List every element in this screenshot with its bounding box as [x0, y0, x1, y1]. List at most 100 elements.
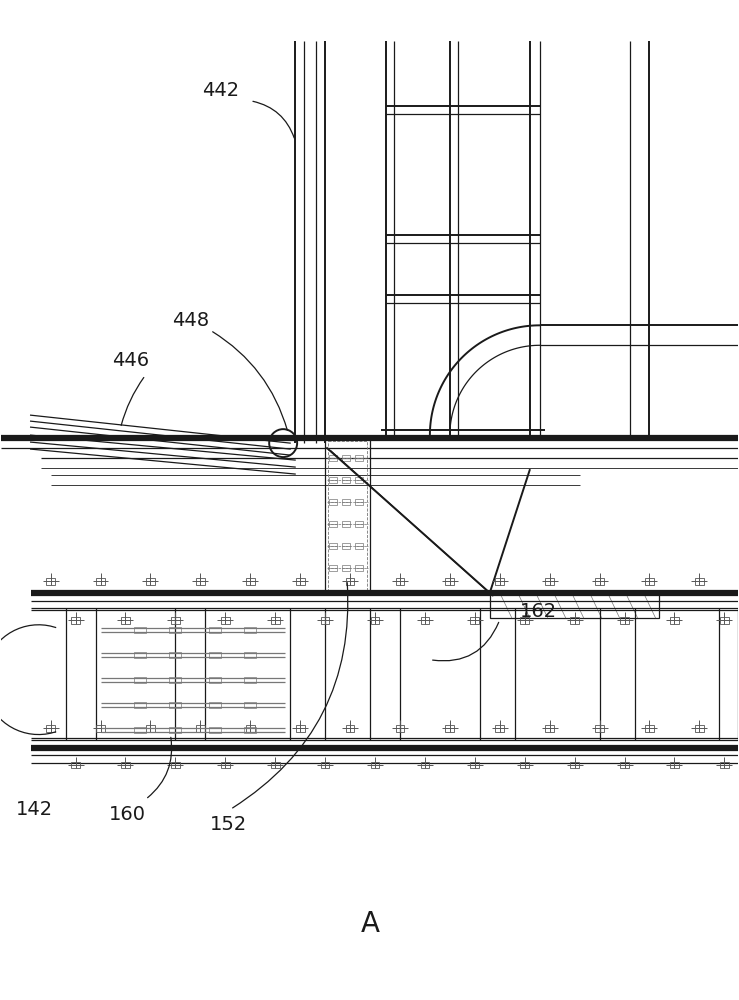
Bar [446, 578, 454, 585]
Bar [695, 725, 704, 732]
Bar [471, 617, 479, 624]
Bar [620, 617, 629, 624]
Bar [720, 617, 729, 624]
Bar [370, 617, 379, 624]
Bar [370, 762, 379, 768]
Bar [196, 578, 205, 585]
Bar [169, 702, 181, 708]
Text: 160: 160 [109, 805, 146, 824]
Bar [321, 762, 330, 768]
Bar [520, 762, 529, 768]
Bar [620, 762, 629, 768]
Bar [296, 725, 304, 732]
Bar [545, 578, 554, 585]
Bar [420, 762, 429, 768]
Bar [246, 725, 255, 732]
Bar [134, 727, 146, 733]
Bar [355, 499, 363, 505]
Bar [329, 477, 337, 483]
Text: 446: 446 [112, 351, 149, 370]
Bar [471, 762, 479, 768]
Bar [196, 725, 205, 732]
Bar [695, 578, 704, 585]
Bar [670, 762, 679, 768]
Bar [244, 727, 256, 733]
Bar [342, 521, 350, 527]
Bar [355, 565, 363, 571]
Bar [645, 725, 654, 732]
Bar [490, 593, 659, 618]
Bar [169, 627, 181, 633]
Bar [296, 578, 304, 585]
Bar [342, 543, 350, 549]
Text: 152: 152 [211, 815, 248, 834]
Bar [355, 477, 363, 483]
Bar [244, 702, 256, 708]
Bar [134, 677, 146, 683]
Bar [71, 617, 80, 624]
Bar [446, 725, 454, 732]
Bar [545, 725, 554, 732]
Bar [420, 617, 429, 624]
Bar [595, 578, 604, 585]
Bar [329, 543, 337, 549]
Bar [571, 617, 579, 624]
Bar [169, 677, 181, 683]
Bar [96, 725, 105, 732]
Bar [244, 677, 256, 683]
Bar [96, 578, 105, 585]
Bar [221, 762, 230, 768]
Bar [355, 521, 363, 527]
Bar [720, 762, 729, 768]
Bar [209, 677, 221, 683]
Text: 448: 448 [171, 311, 209, 330]
Bar [495, 578, 504, 585]
Bar [329, 565, 337, 571]
Bar [395, 725, 404, 732]
Bar [134, 627, 146, 633]
Bar [342, 455, 350, 461]
Text: 162: 162 [520, 602, 557, 621]
Bar [169, 652, 181, 658]
Text: 142: 142 [16, 800, 52, 819]
Bar [209, 702, 221, 708]
Bar [169, 727, 181, 733]
Bar [329, 521, 337, 527]
Bar [355, 455, 363, 461]
Bar [244, 627, 256, 633]
Bar [346, 725, 355, 732]
Bar [71, 762, 80, 768]
Bar [244, 652, 256, 658]
Bar [342, 565, 350, 571]
Bar [270, 762, 279, 768]
Bar [121, 617, 130, 624]
Bar [342, 499, 350, 505]
Bar [209, 652, 221, 658]
Bar [329, 455, 337, 461]
Bar [47, 725, 55, 732]
Text: 442: 442 [202, 81, 239, 100]
Bar [134, 652, 146, 658]
Bar [395, 578, 404, 585]
Bar [47, 578, 55, 585]
Bar [329, 499, 337, 505]
Bar [595, 725, 604, 732]
Bar [571, 762, 579, 768]
Bar [325, 438, 370, 593]
Text: A: A [361, 910, 380, 938]
Bar [134, 702, 146, 708]
Bar [209, 727, 221, 733]
Bar [670, 617, 679, 624]
Bar [346, 578, 355, 585]
Bar [221, 617, 230, 624]
Bar [270, 617, 279, 624]
Bar [321, 617, 330, 624]
Bar [645, 578, 654, 585]
Bar [520, 617, 529, 624]
Bar [495, 725, 504, 732]
Bar [328, 441, 367, 590]
Bar [146, 725, 154, 732]
Bar [171, 762, 180, 768]
Bar [246, 578, 255, 585]
Bar [355, 543, 363, 549]
